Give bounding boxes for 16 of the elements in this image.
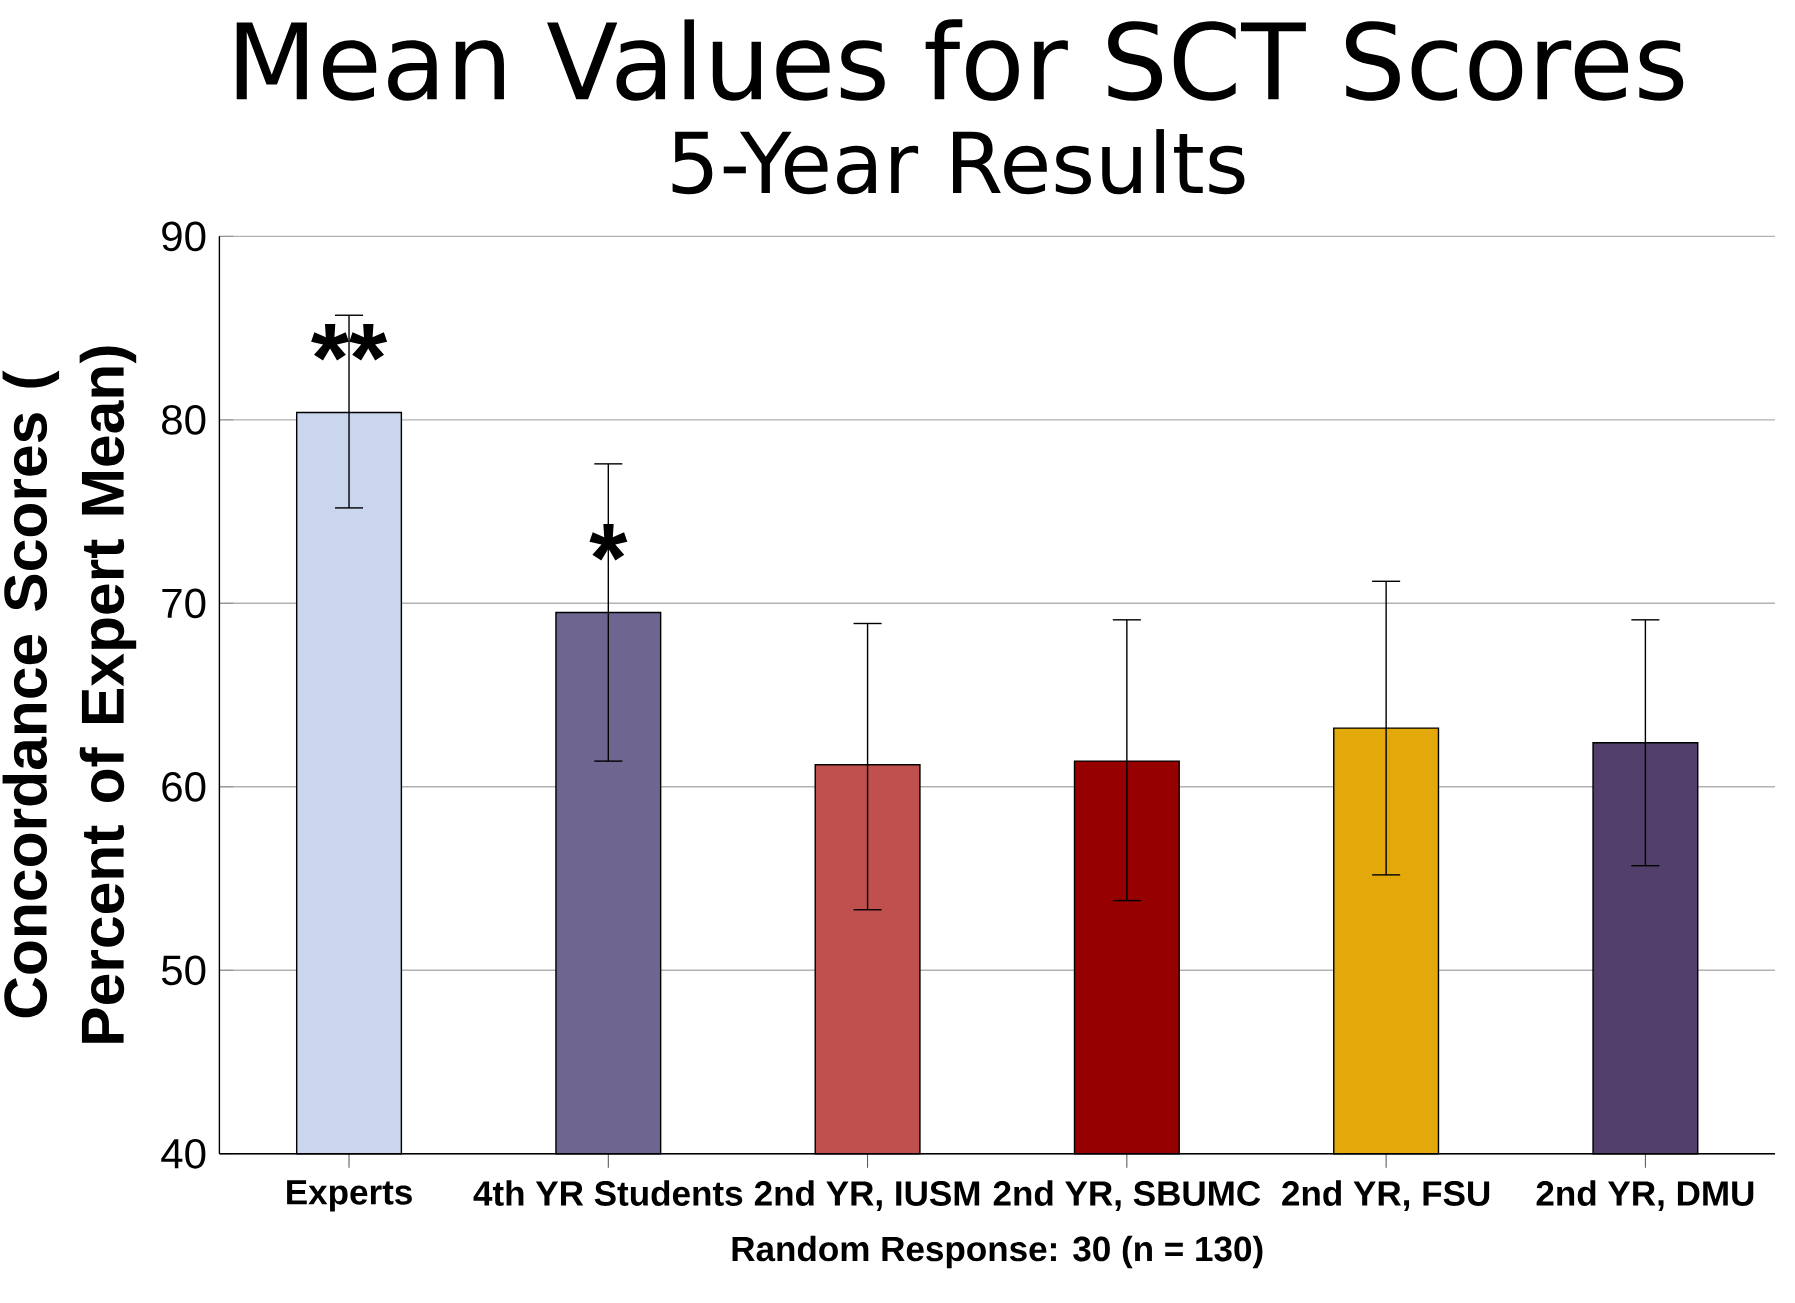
y-tick-label: 50 [161,955,206,985]
x-tick-label: 2nd YR, IUSM [754,1180,980,1211]
chart-subtitle: 5-Year Results [672,128,1245,194]
y-axis-title: Concordance Scores ( Percent of Expert Mean) [2,346,137,1043]
x-tick-label: 2nd YR, SBUMC [993,1180,1261,1211]
y-tick-label: 70 [162,588,206,619]
x-axis-title: Random Response: 30 (n = 130) [732,1235,1263,1269]
y-tick-label: 80 [162,404,206,435]
y-tick-label: 90 [162,221,206,252]
y-tick-label: 60 [162,771,206,802]
x-tick-label: 2nd YR, FSU [1282,1180,1490,1211]
x-tick-label: 2nd YR, DMU [1536,1180,1754,1211]
x-tick-label: 4th YR Students [473,1180,743,1206]
x-tick-label: Experts [287,1180,412,1212]
chart-title: Mean Values for SCT Scores [236,19,1684,101]
y-tick-label: 40 [161,1138,206,1169]
